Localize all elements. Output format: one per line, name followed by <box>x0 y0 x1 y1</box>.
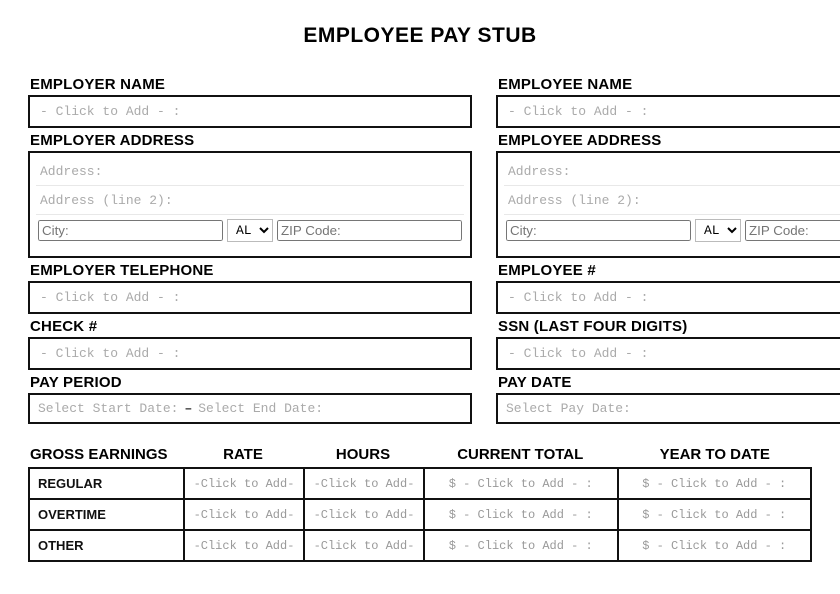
pay-date-label: PAY DATE <box>498 374 840 391</box>
date-range-separator: – <box>184 401 192 416</box>
pay-period-end[interactable]: Select End Date: <box>198 401 323 416</box>
pay-date-input[interactable]: Select Pay Date: <box>506 401 631 416</box>
cell-ytd[interactable]: $ - Click to Add - : <box>618 530 812 561</box>
employee-name-input[interactable] <box>506 103 840 120</box>
employee-name-field[interactable] <box>496 95 840 128</box>
cell-rate[interactable]: -Click to Add- <box>184 530 304 561</box>
employer-address-box: AL <box>28 151 472 258</box>
employee-address-box: AL <box>496 151 840 258</box>
cell-current[interactable]: $ - Click to Add - : <box>424 468 618 499</box>
employer-address-line1[interactable] <box>38 163 462 180</box>
cell-hours[interactable]: -Click to Add- <box>304 530 424 561</box>
employee-address-line1[interactable] <box>506 163 840 180</box>
pay-period-label: PAY PERIOD <box>30 374 472 391</box>
left-column: EMPLOYER NAME EMPLOYER ADDRESS AL EMPLOY… <box>28 72 472 424</box>
employee-number-input[interactable] <box>506 289 840 306</box>
check-number-field[interactable] <box>28 337 472 370</box>
table-row: REGULAR -Click to Add- -Click to Add- $ … <box>29 468 811 499</box>
cell-hours[interactable]: -Click to Add- <box>304 499 424 530</box>
employer-address-label: EMPLOYER ADDRESS <box>30 132 472 149</box>
employer-name-label: EMPLOYER NAME <box>30 76 472 93</box>
col-header-gross: GROSS EARNINGS <box>28 446 183 463</box>
employer-zip-input[interactable] <box>277 220 462 241</box>
table-row: OVERTIME -Click to Add- -Click to Add- $… <box>29 499 811 530</box>
ssn-field[interactable] <box>496 337 840 370</box>
employer-telephone-label: EMPLOYER TELEPHONE <box>30 262 472 279</box>
cell-rate[interactable]: -Click to Add- <box>184 468 304 499</box>
ssn-input[interactable] <box>506 345 840 362</box>
employer-name-field[interactable] <box>28 95 472 128</box>
employee-zip-input[interactable] <box>745 220 840 241</box>
employee-number-field[interactable] <box>496 281 840 314</box>
table-row: OTHER -Click to Add- -Click to Add- $ - … <box>29 530 811 561</box>
pay-period-field[interactable]: Select Start Date: – Select End Date: <box>28 393 472 424</box>
pay-period-start[interactable]: Select Start Date: <box>38 401 178 416</box>
employee-city-input[interactable] <box>506 220 691 241</box>
employee-name-label: EMPLOYEE NAME <box>498 76 840 93</box>
page-title: EMPLOYEE PAY STUB <box>28 24 812 48</box>
row-label-regular: REGULAR <box>29 468 184 499</box>
employer-state-select[interactable]: AL <box>227 219 273 242</box>
check-number-input[interactable] <box>38 345 462 362</box>
row-label-other: OTHER <box>29 530 184 561</box>
employee-state-select[interactable]: AL <box>695 219 741 242</box>
employee-address-label: EMPLOYEE ADDRESS <box>498 132 840 149</box>
col-header-hours: HOURS <box>303 446 423 463</box>
cell-rate[interactable]: -Click to Add- <box>184 499 304 530</box>
cell-ytd[interactable]: $ - Click to Add - : <box>618 499 812 530</box>
check-number-label: CHECK # <box>30 318 472 335</box>
pay-date-field[interactable]: Select Pay Date: <box>496 393 840 424</box>
col-header-ytd: YEAR TO DATE <box>618 446 813 463</box>
employee-address-line2[interactable] <box>506 192 840 209</box>
right-column: EMPLOYEE NAME EMPLOYEE ADDRESS AL EMPLOY… <box>496 72 840 424</box>
employer-address-line2[interactable] <box>38 192 462 209</box>
earnings-header-row: GROSS EARNINGS RATE HOURS CURRENT TOTAL … <box>28 446 812 463</box>
employer-city-input[interactable] <box>38 220 223 241</box>
ssn-label: SSN (LAST FOUR DIGITS) <box>498 318 840 335</box>
earnings-table: REGULAR -Click to Add- -Click to Add- $ … <box>28 467 812 562</box>
two-column-form: EMPLOYER NAME EMPLOYER ADDRESS AL EMPLOY… <box>28 72 812 424</box>
employer-telephone-input[interactable] <box>38 289 462 306</box>
cell-current[interactable]: $ - Click to Add - : <box>424 530 618 561</box>
cell-ytd[interactable]: $ - Click to Add - : <box>618 468 812 499</box>
employer-telephone-field[interactable] <box>28 281 472 314</box>
col-header-current: CURRENT TOTAL <box>423 446 618 463</box>
col-header-rate: RATE <box>183 446 303 463</box>
row-label-overtime: OVERTIME <box>29 499 184 530</box>
earnings-section: GROSS EARNINGS RATE HOURS CURRENT TOTAL … <box>28 446 812 562</box>
employer-name-input[interactable] <box>38 103 462 120</box>
cell-hours[interactable]: -Click to Add- <box>304 468 424 499</box>
cell-current[interactable]: $ - Click to Add - : <box>424 499 618 530</box>
employee-number-label: EMPLOYEE # <box>498 262 840 279</box>
